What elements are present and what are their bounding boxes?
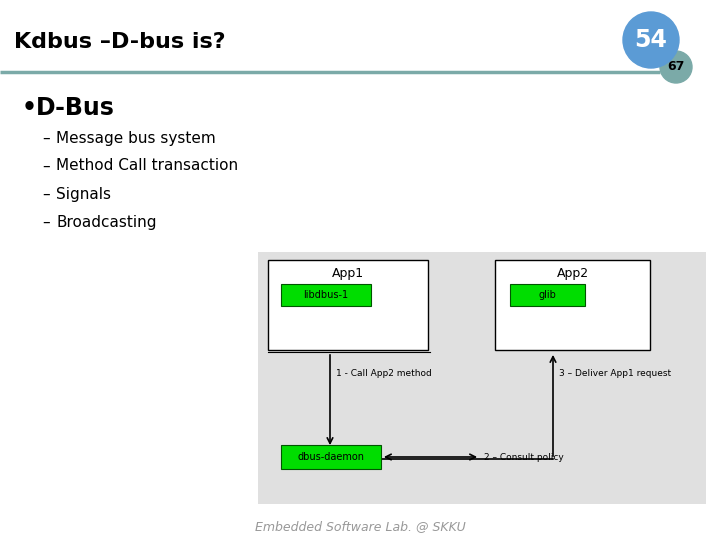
Text: dbus-daemon: dbus-daemon bbox=[297, 452, 364, 462]
Text: 1 - Call App2 method: 1 - Call App2 method bbox=[336, 369, 432, 379]
Circle shape bbox=[660, 51, 692, 83]
Text: libdbus-1: libdbus-1 bbox=[303, 290, 348, 300]
Text: 2 – Consult policy: 2 – Consult policy bbox=[484, 453, 564, 462]
Circle shape bbox=[623, 12, 679, 68]
Text: •: • bbox=[22, 96, 37, 120]
Text: –: – bbox=[42, 186, 50, 201]
FancyBboxPatch shape bbox=[281, 284, 371, 306]
Text: App2: App2 bbox=[557, 267, 588, 280]
Text: App1: App1 bbox=[332, 267, 364, 280]
Text: D-Bus: D-Bus bbox=[36, 96, 115, 120]
Text: Kdbus –D-bus is?: Kdbus –D-bus is? bbox=[14, 32, 225, 52]
FancyBboxPatch shape bbox=[495, 260, 650, 350]
Text: Method Call transaction: Method Call transaction bbox=[56, 159, 238, 173]
Text: Signals: Signals bbox=[56, 186, 111, 201]
Text: 67: 67 bbox=[667, 60, 685, 73]
Text: Message bus system: Message bus system bbox=[56, 131, 216, 145]
FancyBboxPatch shape bbox=[510, 284, 585, 306]
FancyBboxPatch shape bbox=[268, 260, 428, 350]
Text: Embedded Software Lab. @ SKKU: Embedded Software Lab. @ SKKU bbox=[255, 521, 465, 534]
Text: 3 – Deliver App1 request: 3 – Deliver App1 request bbox=[559, 369, 671, 379]
FancyBboxPatch shape bbox=[258, 252, 706, 504]
FancyBboxPatch shape bbox=[281, 445, 381, 469]
Text: –: – bbox=[42, 159, 50, 173]
Text: glib: glib bbox=[539, 290, 557, 300]
Text: –: – bbox=[42, 214, 50, 230]
Text: 54: 54 bbox=[634, 28, 667, 52]
Text: –: – bbox=[42, 131, 50, 145]
Text: Broadcasting: Broadcasting bbox=[56, 214, 156, 230]
